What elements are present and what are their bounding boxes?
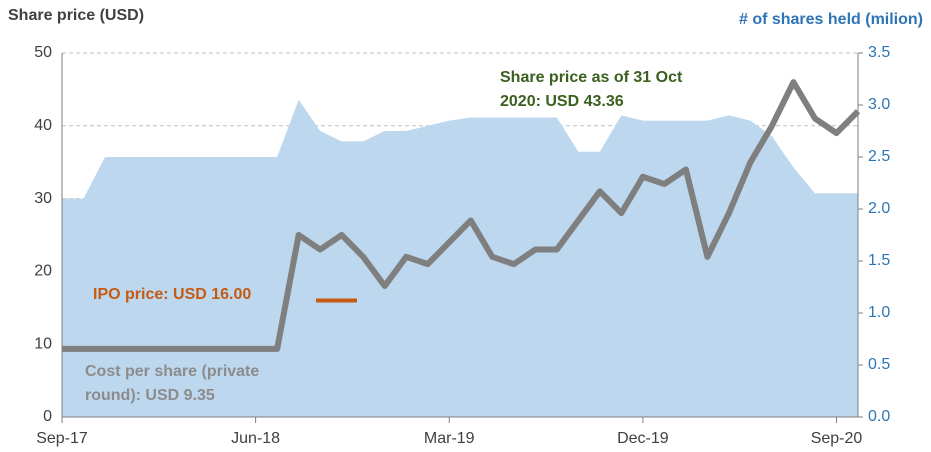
y-tick-label: 50 (34, 44, 52, 61)
annotation: Cost per share (private (85, 363, 259, 380)
annotation: IPO price: USD 16.00 (93, 286, 251, 303)
y2-tick-label: 0.5 (868, 356, 890, 373)
line (62, 79, 861, 352)
y-tick-label: 40 (34, 117, 52, 134)
x-tick-label: Jun-18 (231, 430, 280, 447)
chart-title: Share price (USD) (8, 7, 144, 24)
y-tick-label: 10 (34, 335, 52, 352)
y-tick-label: 20 (34, 263, 52, 280)
x-tick-label: Mar-19 (424, 430, 475, 447)
x-tick-label: Sep-17 (36, 430, 88, 447)
y2-tick-label: 1.0 (868, 304, 890, 321)
annotation: 2020: USD 43.36 (500, 93, 624, 110)
y2-tick-label: 2.0 (868, 200, 890, 217)
y-tick-label: 30 (34, 190, 52, 207)
y2-axis-label: # of shares held (milion) (739, 11, 923, 28)
y2-tick-label: 2.5 (868, 148, 890, 165)
y2-tick-label: 1.5 (868, 252, 890, 269)
y-tick-label: 0 (43, 408, 52, 425)
y2-tick-label: 0.0 (868, 408, 890, 425)
x-tick-label: Sep-20 (811, 430, 863, 447)
annotation: Share price as of 31 Oct (500, 69, 683, 86)
y2-tick-label: 3.5 (868, 44, 890, 61)
y2-tick-label: 3.0 (868, 96, 890, 113)
annotation: round): USD 9.35 (85, 387, 215, 404)
x-tick-label: Dec-19 (617, 430, 669, 447)
